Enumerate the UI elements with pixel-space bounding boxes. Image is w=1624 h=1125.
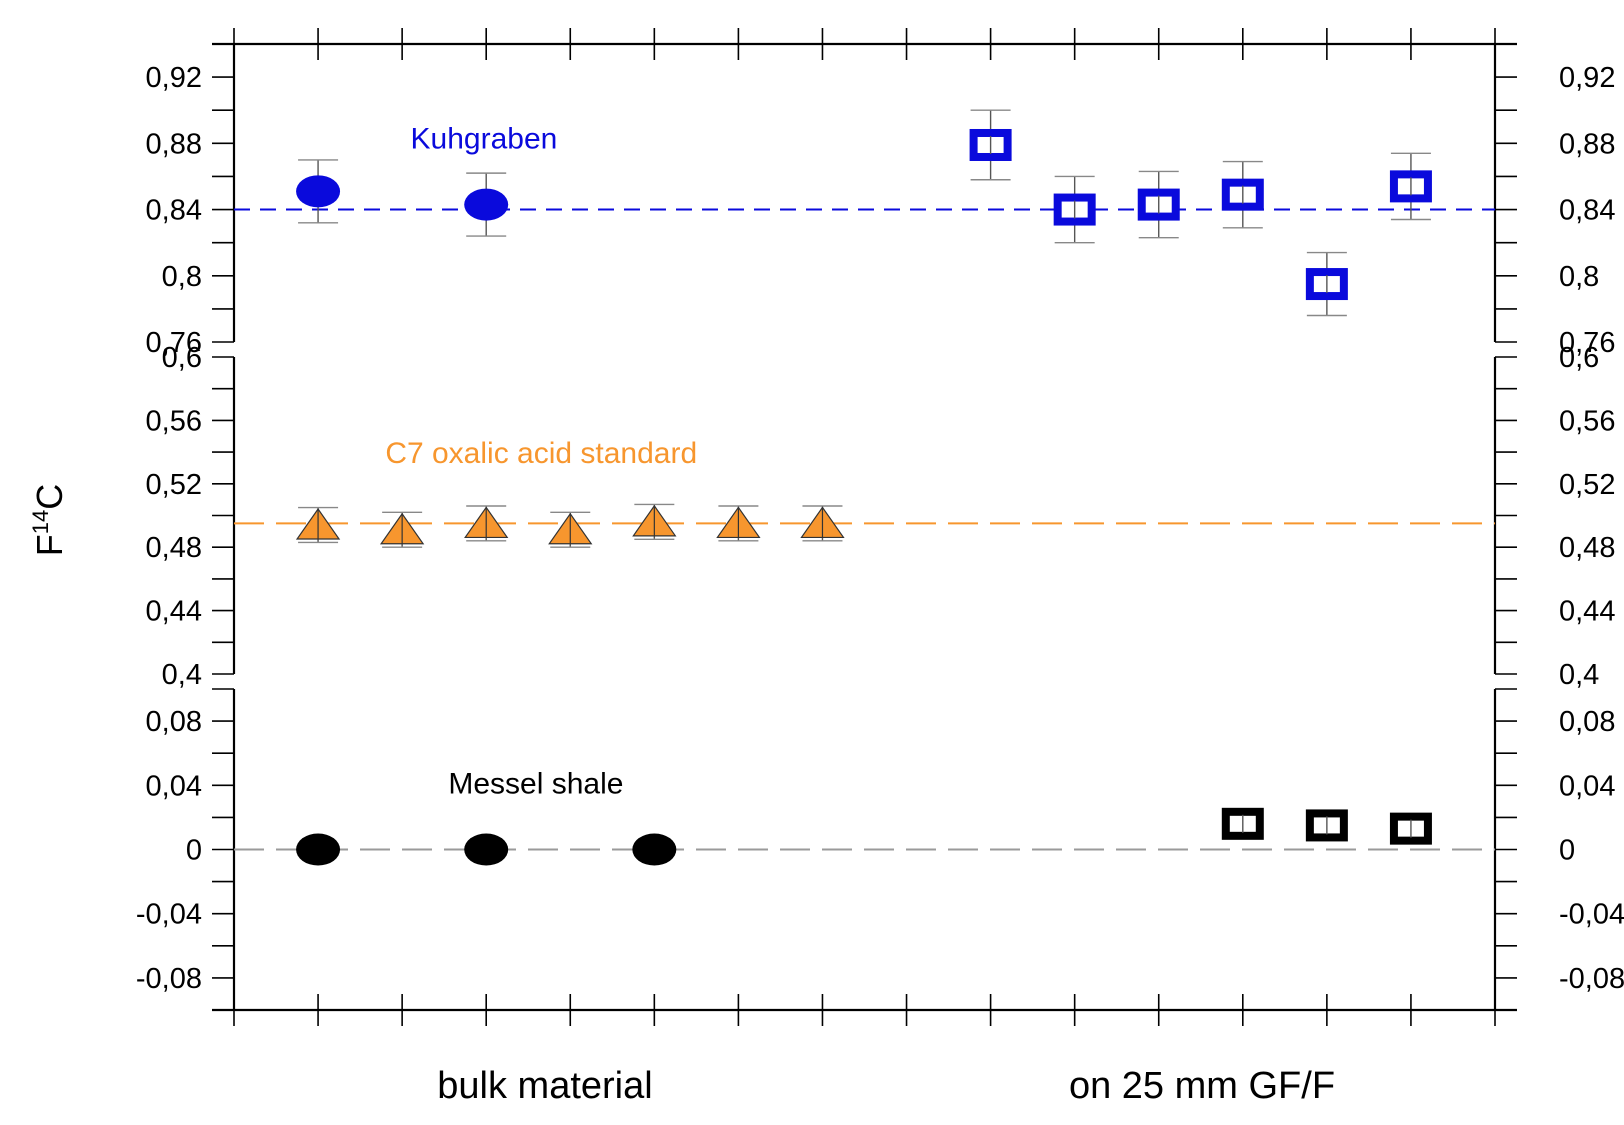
y-tick-label: 0,04: [146, 770, 202, 802]
y-tick-label-right: 0,4: [1559, 659, 1599, 691]
panel-annotation: Kuhgraben: [411, 122, 558, 155]
y-tick-label: 0,8: [162, 261, 202, 293]
y-tick-label-right: 0,56: [1559, 405, 1615, 437]
y-tick-label: 0,48: [146, 532, 202, 564]
y-tick-label-right: -0,08: [1559, 963, 1624, 995]
y-tick-label: 0,4: [162, 659, 202, 691]
data-point-circle: [464, 188, 509, 221]
y-tick-label-right: 0,84: [1559, 195, 1615, 227]
data-point-circle: [296, 833, 341, 866]
y-tick-label: 0,6: [162, 342, 202, 374]
panel-annotation: C7 oxalic acid standard: [385, 437, 697, 470]
y-tick-label: 0,84: [146, 195, 202, 227]
x-group-label-bulk: bulk material: [437, 1065, 652, 1107]
y-tick-label: 0,92: [146, 62, 202, 94]
y-tick-label: -0,04: [136, 899, 202, 931]
y-tick-label-right: 0,04: [1559, 770, 1615, 802]
y-tick-label-right: 0: [1559, 835, 1575, 867]
y-tick-label: 0,44: [146, 596, 202, 628]
y-tick-label-right: 0,88: [1559, 128, 1615, 160]
y-tick-label: 0,76: [146, 327, 202, 359]
panel-annotation: Messel shale: [448, 767, 623, 800]
y-tick-label: 0,08: [146, 706, 202, 738]
y-tick-label-right: 0,8: [1559, 261, 1599, 293]
y-tick-label: 0: [186, 835, 202, 867]
y-tick-label-right: 0,6: [1559, 342, 1599, 374]
data-point-circle: [464, 833, 509, 866]
y-tick-label-right: 0,52: [1559, 469, 1615, 501]
y-tick-label-right: 0,92: [1559, 62, 1615, 94]
chart-panels: 0,76 0,76 0,8 0,8 0,84 0,84 0,88 0,88 0,92 0,92 Ku…: [136, 43, 1624, 1011]
y-tick-label-right: 0,08: [1559, 706, 1615, 738]
panel-0: 0,76 0,76 0,8 0,8 0,84 0,84 0,88 0,88 0,92 0,92 Ku…: [146, 43, 1615, 359]
chart-frame: [212, 28, 1517, 1026]
y-axis-label: F14C: [28, 484, 70, 556]
chart-labels: F14C bulk material on 25 mm GF/F: [28, 484, 1335, 1107]
y-tick-label: 0,88: [146, 128, 202, 160]
panel-1: 0,4 0,4 0,44 0,44 0,48 0,48 0,52 0,52 0,56 0,56 0,…: [146, 342, 1616, 691]
x-group-label-filter: on 25 mm GF/F: [1069, 1065, 1335, 1107]
data-point-circle: [296, 175, 341, 208]
panel-2: -0,08 -0,08 -0,04 -0,04 0 0 0,04 0,04 0,08 0,08 Me…: [136, 688, 1624, 1011]
y-tick-label-right: 0,48: [1559, 532, 1615, 564]
data-point-circle: [632, 833, 677, 866]
y-tick-label-right: 0,44: [1559, 596, 1615, 628]
y-tick-label: 0,52: [146, 469, 202, 501]
y-tick-label-right: -0,04: [1559, 899, 1624, 931]
y-tick-label-right: 0,76: [1559, 327, 1615, 359]
y-tick-label: -0,08: [136, 963, 202, 995]
y-tick-label: 0,56: [146, 405, 202, 437]
